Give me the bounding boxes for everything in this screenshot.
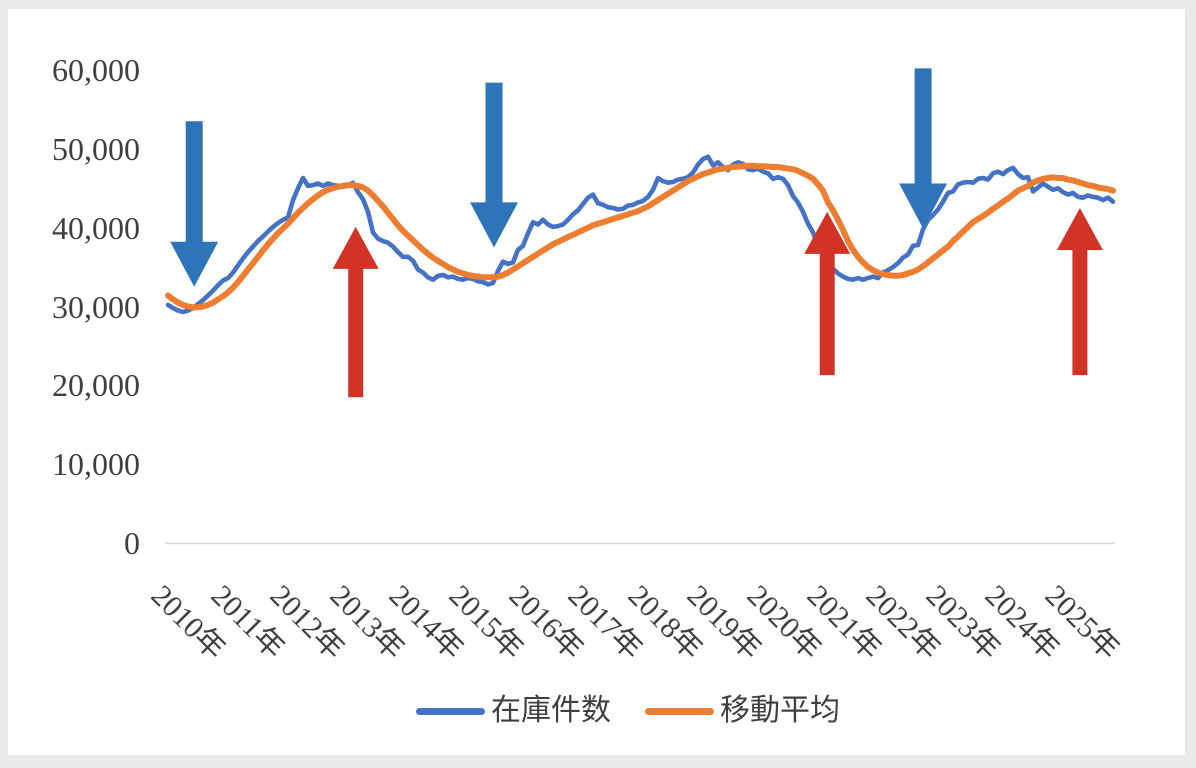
down-arrow bbox=[899, 68, 948, 229]
y-axis-tick-label: 50,000 bbox=[52, 130, 140, 167]
legend-label-moving-average: 移動平均 bbox=[720, 694, 840, 727]
moving-average-series-line bbox=[165, 162, 1116, 311]
legend: 在庫件数 移動平均 bbox=[416, 694, 840, 728]
down-arrow bbox=[470, 82, 518, 248]
y-axis-tick-label: 10,000 bbox=[52, 446, 140, 483]
y-axis-tick-label: 0 bbox=[124, 525, 140, 561]
y-axis-tick-label: 40,000 bbox=[52, 209, 140, 246]
y-axis-tick-label: 20,000 bbox=[52, 367, 140, 404]
up-arrow bbox=[332, 226, 379, 398]
up-arrow bbox=[804, 211, 851, 376]
down-arrow bbox=[170, 121, 219, 287]
legend-item-inventory: 在庫件数 bbox=[416, 694, 611, 728]
legend-swatch-moving-average bbox=[645, 707, 714, 715]
legend-swatch-inventory bbox=[416, 707, 485, 715]
inventory-series-line bbox=[165, 154, 1116, 315]
legend-label-inventory: 在庫件数 bbox=[491, 694, 611, 727]
y-axis-tick-label: 60,000 bbox=[52, 52, 140, 89]
trend-annotation-arrows bbox=[170, 68, 1103, 398]
chart-canvas bbox=[8, 9, 1185, 755]
up-arrow bbox=[1056, 208, 1103, 376]
legend-item-moving-average: 移動平均 bbox=[645, 694, 840, 728]
y-axis-tick-label: 30,000 bbox=[52, 288, 140, 325]
